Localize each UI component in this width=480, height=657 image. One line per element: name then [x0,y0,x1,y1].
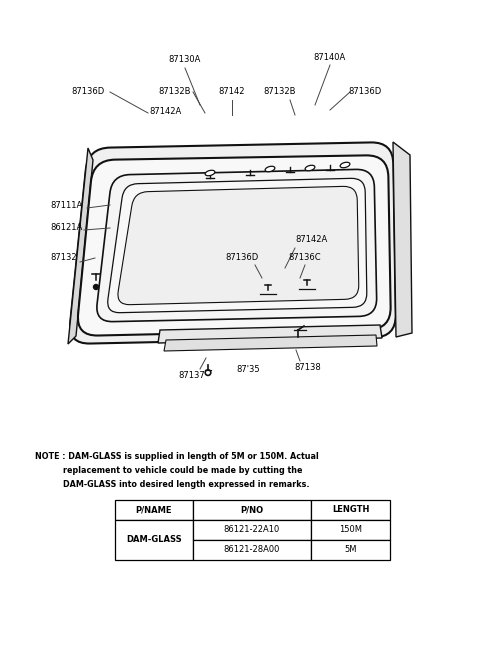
Text: replacement to vehicle could be made by cutting the: replacement to vehicle could be made by … [63,466,302,475]
Text: 5M: 5M [344,545,357,555]
Text: 87130A: 87130A [169,55,201,64]
Text: 87136D: 87136D [226,254,259,263]
Polygon shape [164,335,377,351]
Text: 150M: 150M [339,526,362,535]
Text: P/NO: P/NO [240,505,264,514]
Ellipse shape [340,162,350,168]
PathPatch shape [108,178,367,313]
Text: 87'35: 87'35 [236,365,260,374]
Text: 87111A: 87111A [50,200,82,210]
Text: 87142A: 87142A [149,108,181,116]
Text: 87136D: 87136D [72,87,105,97]
Ellipse shape [205,170,215,175]
PathPatch shape [118,187,359,305]
Text: 86121-28A00: 86121-28A00 [224,545,280,555]
Text: 86121-22A10: 86121-22A10 [224,526,280,535]
Bar [311,520,390,540]
Text: NOTE : DAM-GLASS is supplied in length of 5M or 150M. Actual: NOTE : DAM-GLASS is supplied in length o… [35,452,319,461]
Text: DAM-GLASS into desired length expressed in remarks.: DAM-GLASS into desired length expressed … [63,480,310,489]
Polygon shape [68,148,93,344]
Text: DAM-GLASS: DAM-GLASS [126,535,182,545]
Polygon shape [158,325,382,343]
Bar [193,500,311,520]
Circle shape [94,284,98,290]
Text: 86121A: 86121A [50,223,82,233]
Text: 87140A: 87140A [314,53,346,62]
Bar [115,520,193,560]
Ellipse shape [305,166,315,171]
Bar [193,540,311,560]
Text: 87142A: 87142A [295,235,327,244]
Text: 87142: 87142 [219,87,245,97]
Ellipse shape [265,166,275,171]
Text: 87137: 87137 [179,371,205,380]
PathPatch shape [97,170,377,322]
Bar [193,520,311,540]
Bar [115,500,193,520]
Text: LENGTH: LENGTH [332,505,369,514]
Text: 87138: 87138 [295,363,322,373]
Text: 87132B: 87132B [159,87,191,97]
PathPatch shape [70,143,396,344]
Polygon shape [393,142,412,337]
Bar [311,500,390,520]
Text: 87136D: 87136D [348,87,382,97]
Text: 87132: 87132 [50,254,77,263]
Text: 87136C: 87136C [288,254,321,263]
Text: P/NAME: P/NAME [136,505,172,514]
Text: 87132B: 87132B [264,87,296,97]
PathPatch shape [78,155,391,336]
Bar [311,540,390,560]
